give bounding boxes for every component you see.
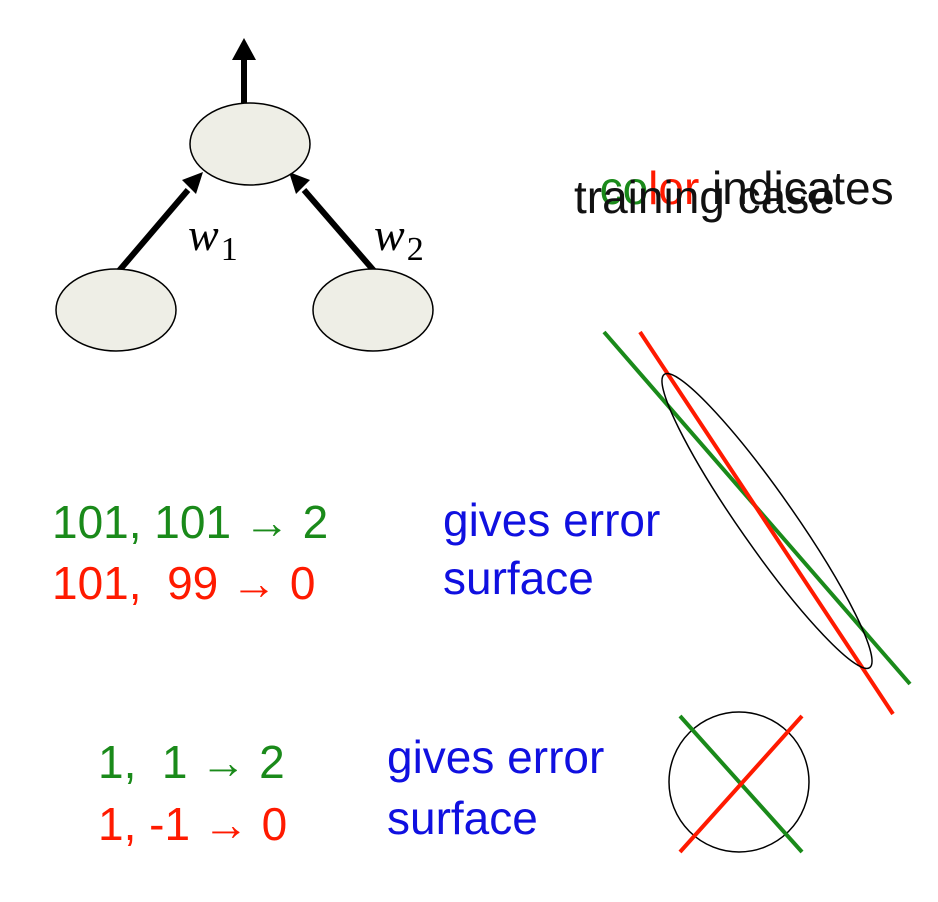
weight1-arrow bbox=[115, 188, 191, 274]
legend-line-1: color indicates bbox=[574, 119, 894, 211]
example2-caption-line1: gives error bbox=[387, 731, 605, 783]
error-line-red-2 bbox=[678, 714, 804, 854]
error-surface-circular bbox=[668, 711, 810, 853]
weight1-label: w1 bbox=[188, 209, 238, 268]
legend-word-red: lor bbox=[648, 162, 700, 214]
output-node bbox=[189, 102, 311, 186]
output-arrow-head bbox=[232, 38, 256, 60]
weight1-arrow-head bbox=[182, 172, 203, 194]
weight2-arrow-head bbox=[289, 172, 310, 194]
legend-word-green: co bbox=[599, 162, 649, 214]
example1-caption-line1: gives error bbox=[443, 494, 661, 546]
input-node-2 bbox=[312, 268, 434, 352]
weight2-label: w2 bbox=[374, 209, 424, 268]
example2-case-b: 1, -1 → 0 bbox=[98, 798, 288, 850]
error-line-red-1 bbox=[638, 330, 895, 716]
example2-caption-line2: surface bbox=[387, 792, 538, 844]
error-surface-elongated bbox=[661, 372, 873, 670]
legend-line-1-rest: indicates bbox=[699, 162, 894, 214]
example1-case-a: 101, 101 → 2 bbox=[52, 496, 329, 548]
example1-case-b: 101, 99 → 0 bbox=[52, 557, 316, 609]
legend-line-2: training case bbox=[574, 171, 835, 223]
example1-caption-line2: surface bbox=[443, 552, 594, 604]
example2-case-a: 1, 1 → 2 bbox=[98, 736, 285, 788]
input-node-1 bbox=[55, 268, 177, 352]
weight2-arrow bbox=[301, 188, 378, 274]
